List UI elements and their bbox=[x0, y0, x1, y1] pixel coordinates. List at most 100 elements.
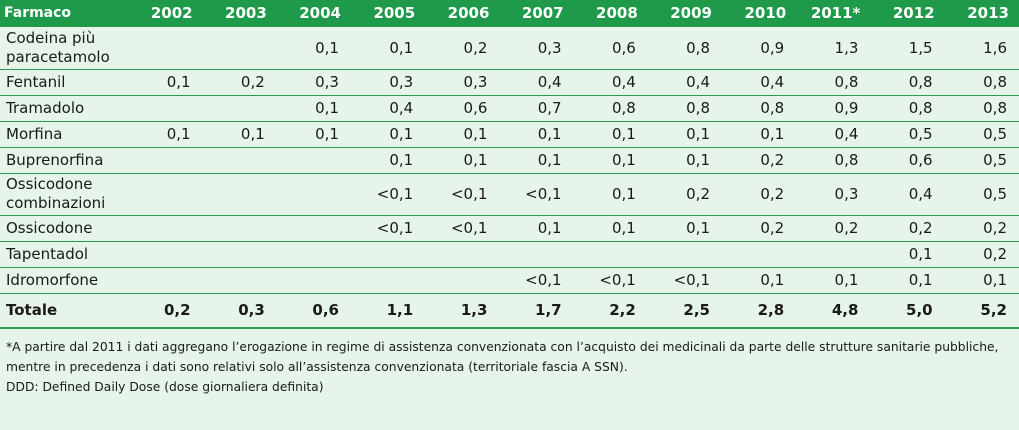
total-value-cell: 0,2 bbox=[164, 301, 191, 320]
value-cell bbox=[277, 267, 351, 293]
value-cell: 0,1 bbox=[834, 271, 859, 289]
value-cell: 1,5 bbox=[908, 38, 933, 57]
table-body: Codeina più paracetamolo 0,1 0,1 0,2 0,3 0,6 0… bbox=[0, 27, 1019, 328]
value-cell: 0,2 bbox=[760, 151, 785, 169]
value-cell: <0,1 bbox=[525, 271, 562, 289]
total-value-cell: 2,2 bbox=[609, 301, 636, 320]
header-year: 2005 bbox=[373, 4, 416, 22]
value-cell: 0,1 bbox=[983, 271, 1007, 289]
drug-name-cell: Morfina bbox=[6, 124, 63, 143]
value-cell: 0,1 bbox=[537, 219, 562, 237]
value-cell bbox=[128, 95, 202, 121]
value-cell bbox=[277, 241, 351, 267]
value-cell: 0,2 bbox=[240, 73, 265, 91]
value-cell: <0,1 bbox=[450, 219, 488, 237]
value-cell: 0,8 bbox=[686, 38, 710, 57]
value-cell: 0,9 bbox=[760, 38, 785, 57]
value-cell: <0,1 bbox=[376, 185, 414, 203]
total-value-cell: 0,3 bbox=[238, 301, 265, 320]
header-year: 2012 bbox=[892, 4, 935, 22]
drug-name-cell: Tapentadol bbox=[6, 244, 89, 263]
value-cell: 0,1 bbox=[240, 125, 265, 143]
header-year: 2007 bbox=[521, 4, 564, 22]
value-cell: 0,1 bbox=[166, 125, 191, 143]
value-cell: 0,1 bbox=[686, 151, 710, 169]
value-cell bbox=[351, 267, 425, 293]
value-cell: 0,2 bbox=[760, 219, 785, 237]
table-row: Idromorfone <0,1 <0,1 <0,1 0,1 0,1 0,1 0,1 bbox=[0, 267, 1019, 293]
table-row: Ossicodone combinazioni <0,1 <0,1 <0,1 0,1 0,… bbox=[0, 173, 1019, 215]
value-cell bbox=[351, 241, 425, 267]
table-header-row: Farmaco 2002 2003 2004 2005 2006 2007 20… bbox=[0, 0, 1019, 27]
value-cell: 0,1 bbox=[760, 271, 785, 289]
value-cell: 0,3 bbox=[537, 38, 562, 57]
value-cell: 0,2 bbox=[686, 185, 710, 203]
table-row: Morfina 0,1 0,1 0,1 0,1 0,1 0,1 0,1 0,1 0,1 0,4 0,5… bbox=[0, 121, 1019, 147]
table-row: Ossicodone <0,1 <0,1 0,1 0,1 0,1 0,2 0,2 0,2 0,2 bbox=[0, 215, 1019, 241]
value-cell: 0,1 bbox=[537, 125, 562, 143]
value-cell: <0,1 bbox=[376, 219, 414, 237]
header-year: 2010 bbox=[744, 4, 787, 22]
value-cell: 0,8 bbox=[834, 151, 859, 169]
value-cell: 0,1 bbox=[463, 151, 488, 169]
value-cell bbox=[128, 267, 202, 293]
value-cell: 0,6 bbox=[611, 38, 636, 57]
value-cell: 0,3 bbox=[389, 73, 414, 91]
drug-name-cell: Tramadolo bbox=[6, 98, 85, 117]
drug-name-cell: Codeina più paracetamolo bbox=[6, 28, 110, 66]
footnote-text: *A partire dal 2011 i dati aggregano l’e… bbox=[6, 340, 999, 374]
header-farmaco: Farmaco bbox=[4, 5, 72, 21]
total-value-cell: 5,2 bbox=[980, 301, 1007, 320]
value-cell: <0,1 bbox=[450, 185, 488, 203]
value-cell: 1,3 bbox=[834, 38, 859, 57]
drug-name-cell: Ossicodone combinazioni bbox=[6, 175, 106, 212]
total-value-cell: 4,8 bbox=[831, 301, 859, 320]
value-cell bbox=[203, 147, 277, 173]
total-value-cell: 0,6 bbox=[312, 301, 339, 320]
value-cell: 0,2 bbox=[908, 219, 933, 237]
value-cell bbox=[425, 267, 499, 293]
value-cell bbox=[128, 241, 202, 267]
total-value-cell: 1,3 bbox=[460, 301, 488, 320]
table-notes: *A partire dal 2011 i dati aggregano l’e… bbox=[0, 329, 1019, 397]
value-cell: 0,8 bbox=[686, 99, 710, 117]
table-row: Tramadolo 0,1 0,4 0,6 0,7 0,8 0,8 0,8 0,9 0,8 0,8 bbox=[0, 95, 1019, 121]
value-cell: 0,8 bbox=[983, 73, 1007, 91]
total-value-cell: 1,7 bbox=[535, 301, 562, 320]
value-cell: 0,1 bbox=[166, 73, 191, 91]
value-cell: 0,5 bbox=[983, 151, 1007, 169]
value-cell bbox=[277, 215, 351, 241]
value-cell bbox=[128, 147, 202, 173]
value-cell bbox=[796, 241, 870, 267]
total-label-cell: Totale bbox=[6, 300, 58, 319]
total-value-cell: 2,5 bbox=[683, 301, 710, 320]
value-cell: 0,1 bbox=[908, 245, 933, 263]
value-cell: 0,7 bbox=[537, 99, 562, 117]
value-cell: 0,2 bbox=[760, 185, 785, 203]
value-cell: <0,1 bbox=[673, 271, 710, 289]
table-row: Buprenorfina 0,1 0,1 0,1 0,1 0,1 0,2 0,8 0,6 0,5 bbox=[0, 147, 1019, 173]
value-cell bbox=[277, 173, 351, 215]
total-value-cell: 5,0 bbox=[906, 301, 933, 320]
value-cell: 0,4 bbox=[389, 99, 414, 117]
value-cell: 0,2 bbox=[463, 38, 488, 57]
value-cell: 0,1 bbox=[908, 271, 933, 289]
value-cell: 0,1 bbox=[611, 219, 636, 237]
value-cell: 0,1 bbox=[611, 125, 636, 143]
opioid-ddd-table: Farmaco 2002 2003 2004 2005 2006 2007 20… bbox=[0, 0, 1019, 328]
value-cell: 0,8 bbox=[983, 99, 1007, 117]
value-cell: 0,1 bbox=[463, 125, 488, 143]
header-year: 2009 bbox=[670, 4, 712, 22]
drug-name-cell: Fentanil bbox=[6, 72, 66, 91]
value-cell: 0,1 bbox=[686, 219, 710, 237]
value-cell bbox=[128, 173, 202, 215]
value-cell: 0,5 bbox=[983, 185, 1007, 203]
value-cell: 0,1 bbox=[611, 151, 636, 169]
value-cell: 0,5 bbox=[908, 125, 933, 143]
table-row: Codeina più paracetamolo 0,1 0,1 0,2 0,3 0,6 0… bbox=[0, 27, 1019, 69]
header-year: 2003 bbox=[225, 4, 267, 22]
value-cell bbox=[722, 241, 796, 267]
table-row: Tapentadol 0,1 0,2 bbox=[0, 241, 1019, 267]
value-cell bbox=[203, 241, 277, 267]
value-cell: 0,8 bbox=[834, 73, 859, 91]
